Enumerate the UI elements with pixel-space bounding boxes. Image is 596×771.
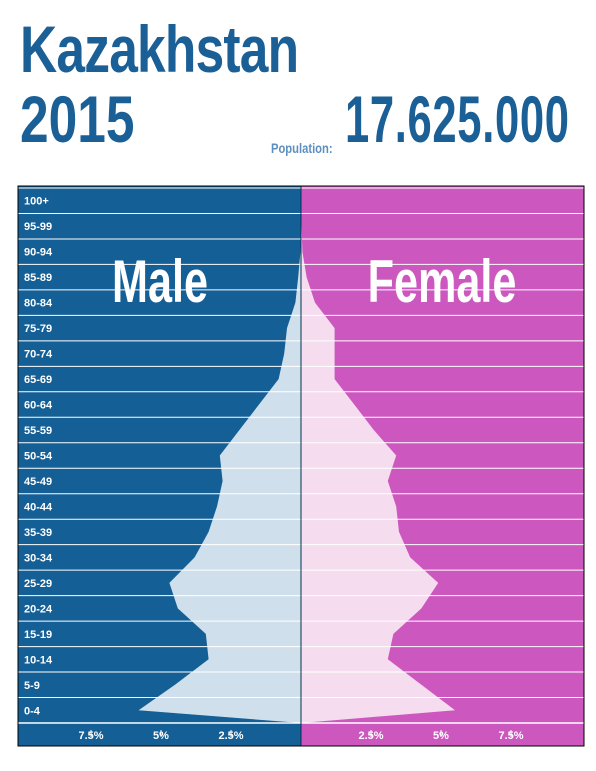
age-group-label: 70-74 (24, 349, 53, 361)
age-group-label: 65-69 (24, 374, 52, 386)
age-group-label: 75-79 (24, 323, 52, 335)
female-label: Female (368, 249, 517, 316)
age-group-label: 100+ (24, 196, 49, 208)
age-group-label: 55-59 (24, 425, 52, 437)
x-tick-label: 2.5% (218, 730, 243, 742)
age-group-label: 20-24 (24, 603, 53, 615)
x-tick-label: 2.5% (358, 730, 383, 742)
population-label: Population: (271, 140, 333, 156)
age-group-label: 0-4 (24, 705, 41, 717)
age-group-label: 5-9 (24, 680, 40, 692)
age-group-label: 95-99 (24, 221, 52, 233)
age-group-label: 90-94 (24, 247, 53, 259)
female-pyramid-area (301, 188, 455, 723)
age-group-label: 30-34 (24, 552, 53, 564)
age-group-label: 60-64 (24, 400, 53, 412)
age-group-label: 25-29 (24, 578, 52, 590)
age-group-label: 35-39 (24, 527, 52, 539)
x-tick-label: 5% (433, 730, 449, 742)
male-label: Male (112, 249, 208, 316)
country-title: Kazakhstan (20, 12, 299, 86)
age-group-label: 15-19 (24, 629, 52, 641)
age-group-label: 40-44 (24, 501, 53, 513)
population-value: 17.625.000 (345, 82, 570, 156)
year-title: 2015 (20, 82, 135, 156)
age-group-label: 80-84 (24, 298, 53, 310)
age-group-label: 10-14 (24, 654, 53, 666)
x-tick-label: 7.5% (498, 730, 523, 742)
male-pyramid-area (138, 188, 301, 723)
age-group-label: 50-54 (24, 451, 53, 463)
age-group-label: 85-89 (24, 272, 52, 284)
chart-border (17, 185, 585, 747)
age-group-label: 45-49 (24, 476, 52, 488)
x-tick-label: 7.5% (78, 730, 103, 742)
x-tick-label: 5% (153, 730, 169, 742)
